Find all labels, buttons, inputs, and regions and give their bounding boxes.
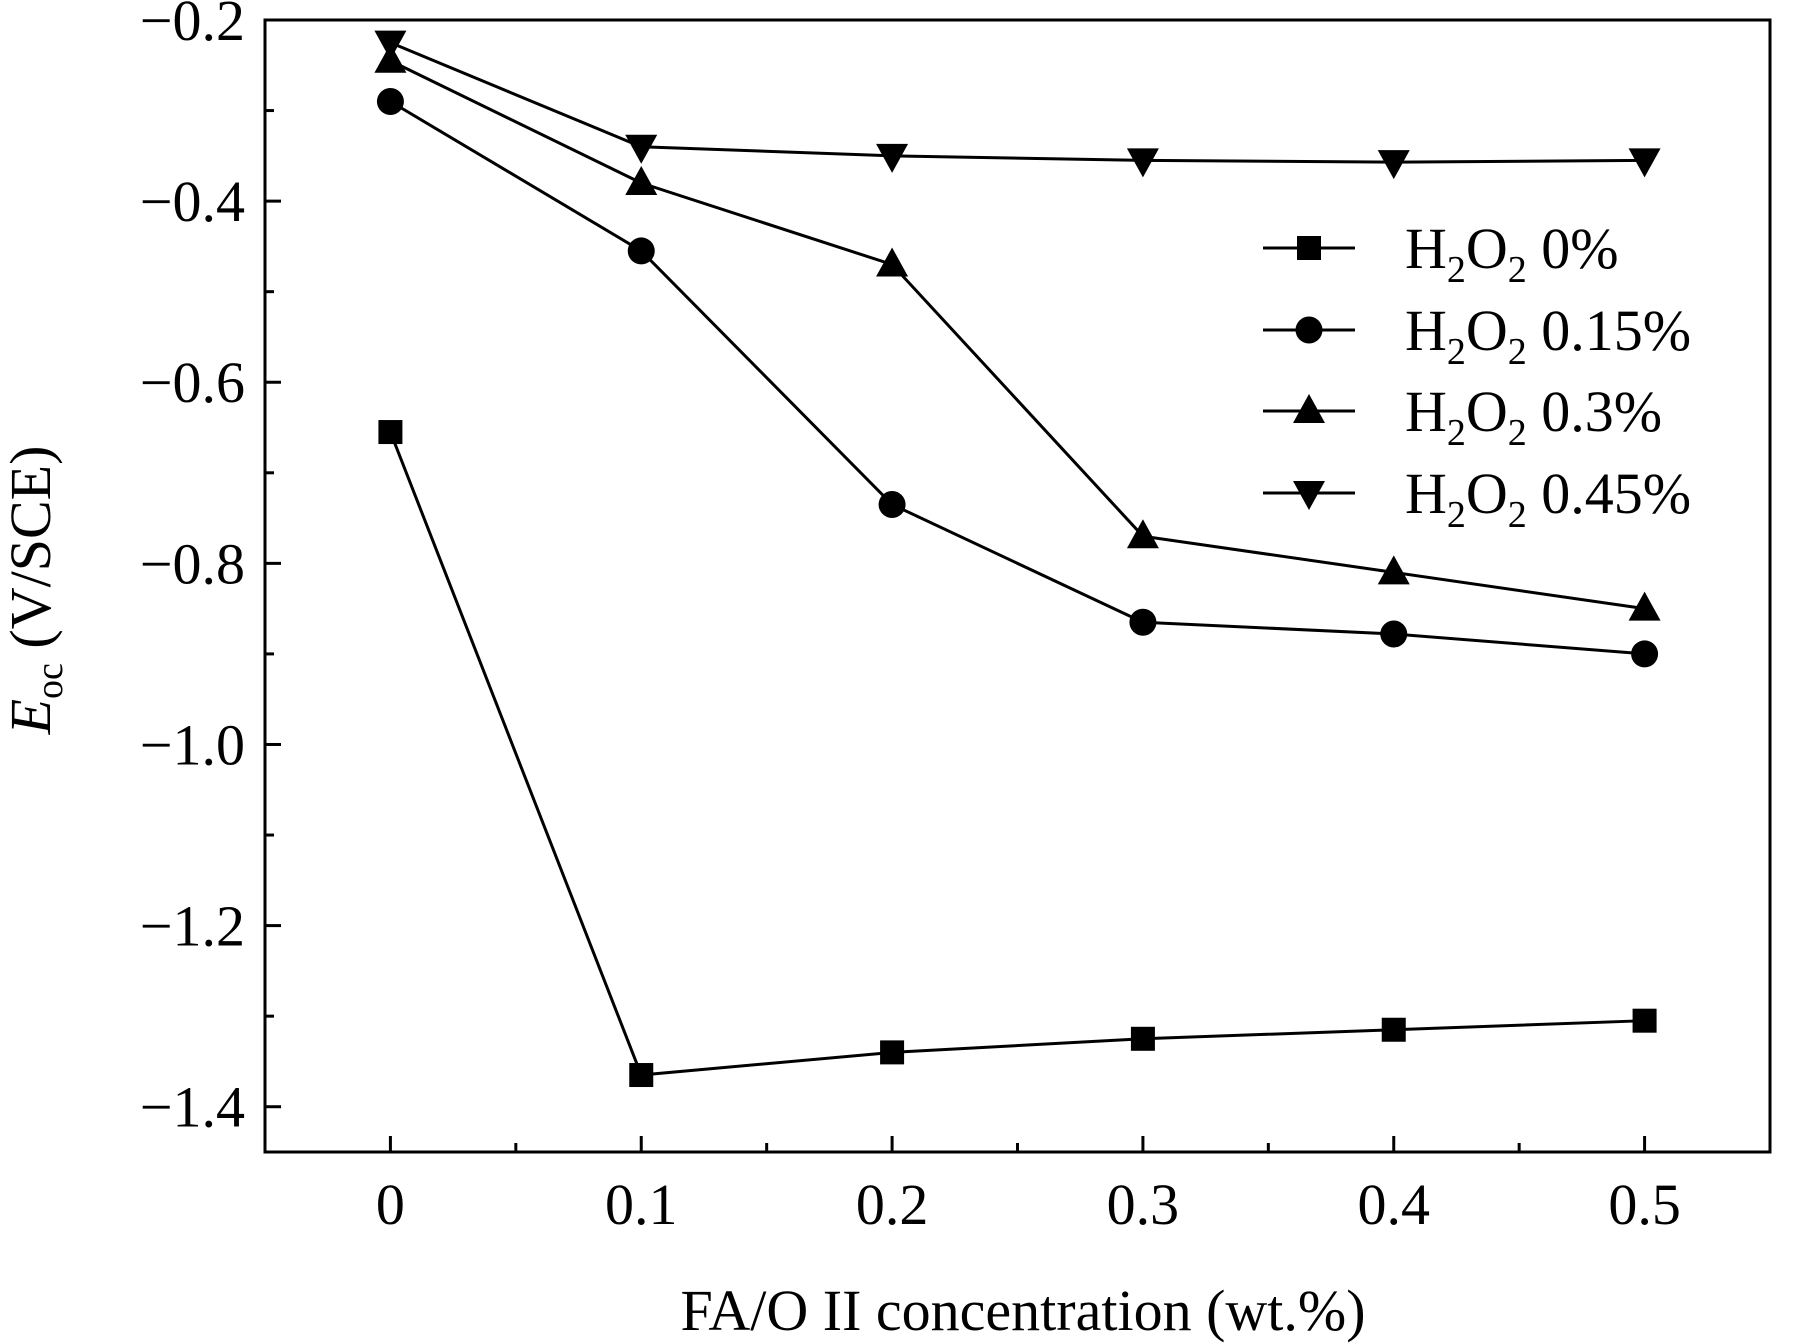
data-point: [1381, 1017, 1406, 1042]
legend-item: H2O2 0.15%: [1263, 298, 1691, 373]
legend-marker: [1293, 394, 1325, 423]
data-point: [876, 143, 909, 173]
data-point: [1380, 620, 1408, 648]
x-tick-label: 0.1: [605, 1172, 678, 1237]
legend-label: H2O2 0.3%: [1405, 379, 1662, 454]
series-3: [374, 30, 1661, 180]
legend-label: H2O2 0.45%: [1405, 461, 1691, 536]
series-line: [389, 59, 1645, 611]
data-point: [629, 1063, 654, 1088]
legend-label: H2O2 0%: [1405, 216, 1619, 291]
y-tick-label: −0.2: [140, 0, 245, 53]
y-tick-label: −0.4: [140, 169, 245, 234]
legend-item: H2O2 0.45%: [1263, 461, 1691, 536]
data-point: [1632, 1008, 1657, 1033]
y-axis-title: Eoc (V/SCE): [0, 446, 71, 736]
series-line: [389, 431, 1645, 1077]
series-group: [374, 30, 1661, 1088]
data-point: [1631, 640, 1659, 668]
legend-item: H2O2 0.3%: [1263, 379, 1662, 454]
series-0: [378, 420, 1657, 1088]
data-point: [1126, 519, 1159, 549]
x-tick-label: 0.3: [1107, 1172, 1180, 1237]
axis-titles: FA/O II concentration (wt.%) Eoc (V/SCE): [0, 446, 1366, 1343]
legend-marker: [1297, 236, 1321, 260]
legend-marker: [1293, 481, 1325, 510]
legend-label: H2O2 0.15%: [1405, 298, 1691, 373]
legend-item: H2O2 0%: [1263, 216, 1619, 291]
y-tick-label: −0.6: [140, 350, 245, 415]
y-tick-label: −1.0: [140, 712, 245, 777]
legend-marker: [1295, 316, 1323, 344]
legend: H2O2 0%H2O2 0.15%H2O2 0.3%H2O2 0.45%: [1263, 216, 1691, 536]
data-point: [1126, 148, 1159, 178]
x-tick-label: 0.4: [1358, 1172, 1431, 1237]
series-line: [389, 41, 1645, 164]
data-point: [1129, 608, 1157, 636]
data-point: [625, 166, 658, 196]
y-axis-subscript: oc: [29, 663, 71, 699]
y-tick-label: −0.8: [140, 531, 245, 596]
data-point: [376, 88, 404, 116]
y-tick-label: −1.4: [140, 1075, 245, 1140]
y-tick-label: −1.2: [140, 894, 245, 959]
data-point: [378, 420, 403, 445]
data-point: [374, 30, 407, 60]
x-tick-label: 0.2: [856, 1172, 929, 1237]
series-line: [389, 100, 1645, 656]
data-point: [1377, 150, 1410, 180]
data-point: [876, 247, 909, 277]
plot-frame-group: [263, 18, 1772, 1154]
data-point: [878, 490, 906, 518]
data-point: [625, 134, 658, 164]
data-point: [1628, 591, 1661, 621]
data-point: [1377, 555, 1410, 585]
data-point: [880, 1040, 905, 1065]
x-axis-title: FA/O II concentration (wt.%): [680, 1278, 1365, 1343]
x-tick-label: 0: [376, 1172, 405, 1237]
data-point: [1130, 1026, 1155, 1051]
series-1: [376, 88, 1659, 668]
plot-frame: [263, 18, 1772, 1154]
x-tick-label: 0.5: [1608, 1172, 1681, 1237]
y-axis-symbol: E: [0, 699, 63, 735]
data-point: [1628, 148, 1661, 178]
series-2: [374, 43, 1661, 621]
ticks-group: 0 0.1 0.2 0.3 0.4 0.5 −0.2 −0.4 −0.6 −0.8 −1.0 −1.2…: [140, 0, 1681, 1237]
data-point: [627, 237, 655, 265]
y-axis-unit: (V/SCE): [0, 446, 63, 664]
